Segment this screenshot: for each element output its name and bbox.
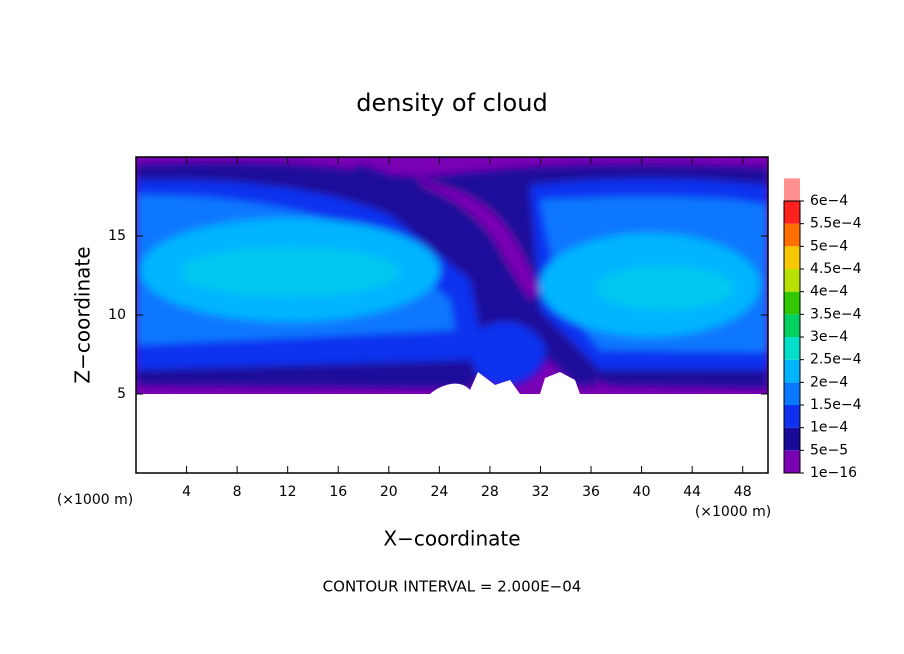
colorbar-label: 1e−4: [810, 420, 848, 436]
colorbar-label: 2.5e−4: [810, 352, 862, 368]
colorbar-label: 5e−4: [810, 238, 848, 254]
colorbar-label: 4e−4: [810, 284, 848, 300]
colorbar-band: [784, 269, 800, 292]
colorbar-band: [784, 450, 800, 473]
y-tick-label: 5: [117, 386, 126, 402]
colorbar-band: [784, 427, 800, 451]
footnote: CONTOUR INTERVAL = 2.000E−04: [323, 578, 582, 596]
y-axis-title: Z−coordinate: [71, 246, 95, 383]
colorbar-band: [784, 246, 800, 269]
colorbar-band: [784, 314, 800, 337]
colorbar-label: 4.5e−4: [810, 261, 862, 277]
x-unit-label: (×1000 m): [695, 504, 771, 520]
colorbar-band: [784, 405, 800, 428]
x-tick-label: 20: [380, 484, 398, 500]
colorbar-band: [784, 291, 800, 315]
x-tick-label: 28: [481, 484, 499, 500]
x-tick-label: 12: [279, 484, 297, 500]
colorbar-band: [784, 337, 800, 360]
colorbar-label: 3.5e−4: [810, 306, 862, 322]
colorbar-label: 1e−16: [810, 465, 857, 481]
y-tick-label: 10: [108, 307, 126, 323]
colorbar-band: [784, 201, 800, 224]
x-tick-label: 24: [430, 484, 448, 500]
x-tick-label: 44: [683, 484, 701, 500]
x-unit-label: (×1000 m): [57, 492, 133, 508]
colorbar-label: 3e−4: [810, 329, 848, 345]
colorbar-band: [784, 359, 800, 383]
y-tick-label: 15: [108, 228, 126, 244]
x-tick-label: 32: [532, 484, 550, 500]
x-tick-label: 36: [582, 484, 600, 500]
contour-field: [136, 157, 768, 473]
x-axis-title: X−coordinate: [383, 527, 520, 551]
colorbar-label: 2e−4: [810, 374, 848, 390]
x-tick-label: 16: [329, 484, 347, 500]
colorbar-label: 5e−5: [810, 442, 848, 458]
x-tick-label: 8: [233, 484, 242, 500]
colorbar-label: 6e−4: [810, 193, 848, 209]
colorbar-label: 5.5e−4: [810, 216, 862, 232]
colorbar-band: [784, 223, 800, 247]
chart-title: density of cloud: [356, 89, 547, 117]
x-tick-label: 48: [734, 484, 752, 500]
colorbar-band: [784, 382, 800, 405]
colorbar-band: [784, 178, 800, 201]
x-tick-label: 4: [182, 484, 191, 500]
x-tick-label: 40: [633, 484, 651, 500]
colorbar-label: 1.5e−4: [810, 397, 862, 413]
